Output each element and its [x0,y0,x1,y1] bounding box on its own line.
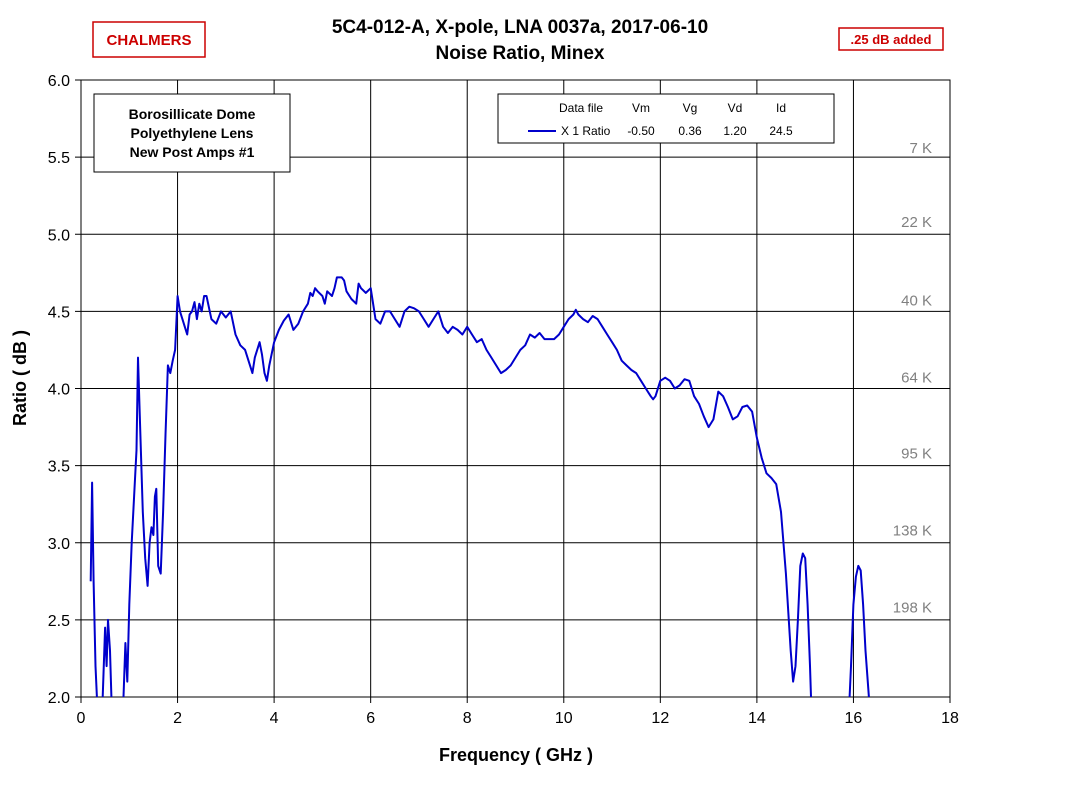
x-axis-label: Frequency ( GHz ) [439,745,593,765]
chart-subtitle: Noise Ratio, Minex [436,43,605,64]
temperature-label-4: 95 K [901,445,932,462]
temperature-label-1: 22 K [901,214,932,231]
temperature-label-0: 7 K [909,140,932,157]
y-tick-label-1: 2.5 [48,613,70,630]
series-line-0-segment-1 [101,618,113,698]
x-tick-label-2: 4 [270,710,279,727]
x-axis-ticks: 0 2 4 6 8 10 12 14 16 18 [77,697,959,727]
temperature-label-6: 198 K [893,600,932,617]
y-axis-ticks: 2.0 2.5 3.0 3.5 4.0 4.5 5.0 5.5 6.0 [48,73,81,707]
legend: Data file Vm Vg Vd Id X 1 Ratio -0.50 0.… [497,93,835,144]
legend-header-id: Id [776,101,786,115]
annotation-box: Borosillicate Dome Polyethylene Lens New… [93,93,291,173]
x-tick-label-3: 6 [366,710,375,727]
x-tick-label-5: 10 [555,710,573,727]
series-line-0-segment-0 [89,481,98,698]
x-tick-label-6: 12 [651,710,669,727]
annotation-line-3: New Post Amps #1 [130,144,255,160]
legend-id-value: 24.5 [769,124,793,138]
temperature-label-5: 138 K [893,522,932,539]
temperature-label-2: 40 K [901,293,932,310]
legend-vd-value: 1.20 [723,124,747,138]
legend-header-datafile: Data file [559,101,603,115]
chalmers-logo-text: CHALMERS [107,32,192,49]
x-tick-label-9: 18 [941,710,959,727]
x-tick-label-8: 16 [845,710,863,727]
annotation-line-1: Borosillicate Dome [129,106,256,122]
temperature-label-3: 64 K [901,370,932,387]
x-tick-label-0: 0 [77,710,86,727]
y-tick-label-7: 5.5 [48,150,70,167]
y-tick-label-0: 2.0 [48,690,70,707]
grid-lines [81,80,950,697]
series-layer [89,276,870,698]
x-tick-label-1: 2 [173,710,182,727]
y-tick-label-6: 5.0 [48,227,70,244]
db-added-badge: .25 dB added [838,27,944,51]
legend-header-vg: Vg [683,101,698,115]
db-added-text: .25 dB added [851,32,932,47]
y-axis-label: Ratio ( dB ) [10,330,30,426]
annotation-line-2: Polyethylene Lens [131,125,254,141]
x-tick-label-4: 8 [463,710,472,727]
y-tick-label-3: 3.5 [48,459,70,476]
legend-vm-value: -0.50 [627,124,655,138]
temperature-labels: 7 K 22 K 40 K 64 K 95 K 138 K 198 K [893,140,932,617]
y-tick-label-5: 4.5 [48,304,70,321]
legend-header-vd: Vd [728,101,743,115]
series-line-0-segment-3 [848,564,870,698]
y-tick-label-8: 6.0 [48,73,70,90]
y-tick-label-2: 3.0 [48,536,70,553]
legend-label-x1-ratio: X 1 Ratio [561,124,611,138]
x-tick-label-7: 14 [748,710,766,727]
chart-title: 5C4-012-A, X-pole, LNA 0037a, 2017-06-10 [332,17,708,38]
legend-header-vm: Vm [632,101,650,115]
y-tick-label-4: 4.0 [48,382,70,399]
chalmers-logo: CHALMERS [92,21,206,58]
series-line-0-segment-2 [122,276,812,698]
legend-vg-value: 0.36 [678,124,702,138]
